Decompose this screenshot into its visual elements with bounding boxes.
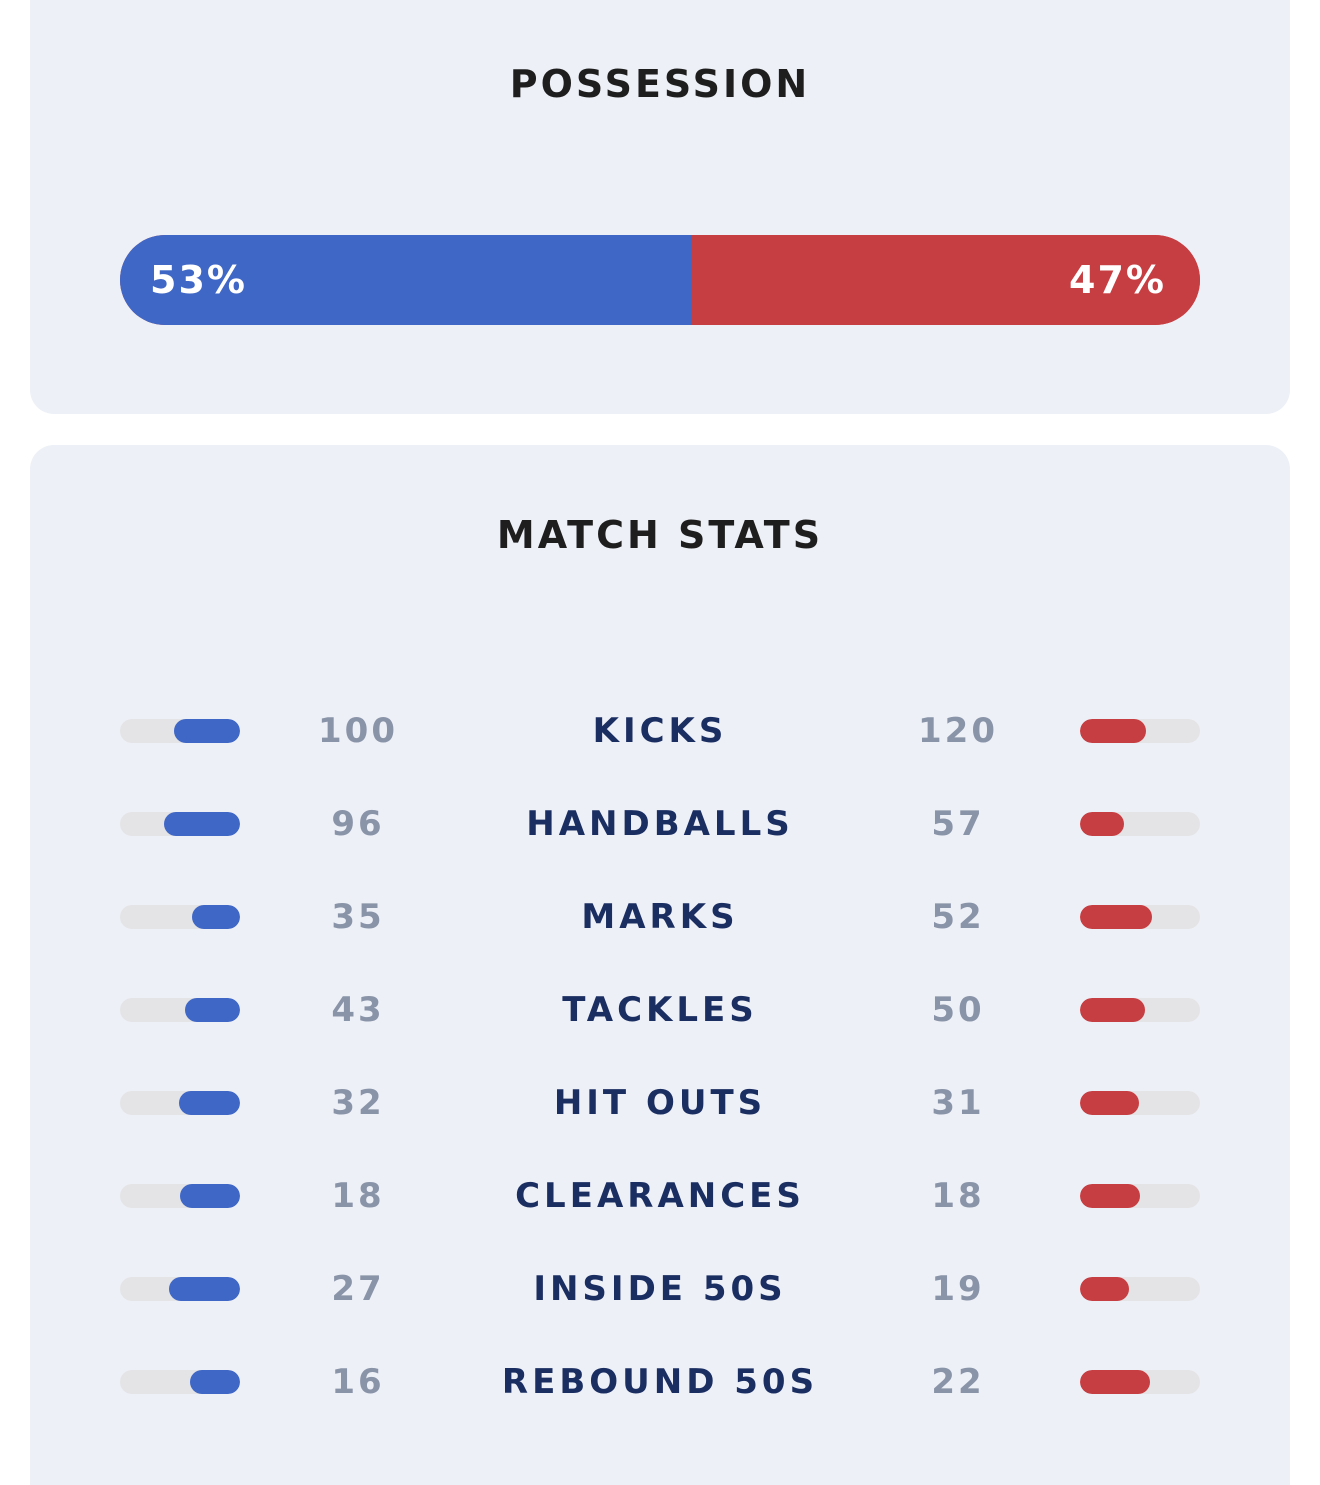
home-stat-bar [120, 812, 240, 836]
stat-row: 43 TACKLES 50 [30, 980, 1290, 1040]
away-stat-value: 50 [931, 990, 985, 1030]
away-stat-bar [1080, 1277, 1200, 1301]
stat-label: REBOUND 50S [501, 1362, 819, 1402]
away-stat-value: 52 [931, 897, 985, 937]
stat-label: CLEARANCES [515, 1176, 805, 1216]
away-stat-bar [1080, 1370, 1200, 1394]
possession-home-label: 53% [150, 258, 247, 302]
away-stat-value: 57 [931, 804, 985, 844]
away-stat-bar-fill [1080, 1277, 1129, 1301]
home-stat-bar-fill [185, 998, 240, 1022]
stat-row: 96 HANDBALLS 57 [30, 794, 1290, 854]
stat-row: 32 HIT OUTS 31 [30, 1073, 1290, 1133]
home-stat-value: 27 [331, 1269, 385, 1309]
home-stat-bar [120, 1370, 240, 1394]
away-stat-value: 19 [931, 1269, 985, 1309]
home-stat-value: 35 [331, 897, 385, 937]
home-stat-bar [120, 1277, 240, 1301]
possession-home-segment: 53% [120, 235, 692, 325]
home-stat-value: 43 [331, 990, 385, 1030]
possession-bar: 53% 47% [120, 235, 1200, 325]
stat-label: MARKS [581, 897, 739, 937]
home-stat-bar-fill [192, 905, 240, 929]
stat-label: HANDBALLS [526, 804, 794, 844]
away-stat-bar [1080, 1091, 1200, 1115]
stat-row: 35 MARKS 52 [30, 887, 1290, 947]
away-stat-bar [1080, 719, 1200, 743]
home-stat-bar [120, 1091, 240, 1115]
home-stat-bar-fill [179, 1091, 240, 1115]
stat-row: 18 CLEARANCES 18 [30, 1166, 1290, 1226]
away-stat-bar [1080, 905, 1200, 929]
home-stat-bar-fill [190, 1370, 240, 1394]
away-stat-bar [1080, 998, 1200, 1022]
home-stat-bar-fill [169, 1277, 240, 1301]
home-stat-bar [120, 998, 240, 1022]
possession-card: POSSESSION 53% 47% [30, 0, 1290, 414]
home-stat-bar [120, 905, 240, 929]
home-stat-value: 96 [331, 804, 385, 844]
away-stat-bar-fill [1080, 812, 1124, 836]
home-stat-bar [120, 1184, 240, 1208]
stat-label: INSIDE 50S [533, 1269, 787, 1309]
away-stat-bar [1080, 812, 1200, 836]
away-stat-bar-fill [1080, 1184, 1140, 1208]
match-stats-card: MATCH STATS 100 KICKS 120 96 HANDBALLS 57 35 MA… [30, 445, 1290, 1485]
stat-label: KICKS [592, 711, 728, 751]
home-stat-bar-fill [180, 1184, 240, 1208]
possession-away-segment: 47% [692, 235, 1200, 325]
stat-row: 100 KICKS 120 [30, 701, 1290, 761]
stat-label: TACKLES [562, 990, 758, 1030]
match-stats-title: MATCH STATS [496, 513, 824, 557]
away-stat-value: 18 [931, 1176, 985, 1216]
home-stat-value: 16 [331, 1362, 385, 1402]
stat-label: HIT OUTS [553, 1083, 767, 1123]
away-stat-bar [1080, 1184, 1200, 1208]
home-stat-value: 100 [318, 711, 398, 751]
away-stat-bar-fill [1080, 1370, 1150, 1394]
home-stat-value: 32 [331, 1083, 385, 1123]
stat-row: 27 INSIDE 50S 19 [30, 1259, 1290, 1319]
away-stat-value: 31 [931, 1083, 985, 1123]
possession-title: POSSESSION [509, 62, 811, 106]
away-stat-value: 22 [931, 1362, 985, 1402]
home-stat-value: 18 [331, 1176, 385, 1216]
stat-row: 16 REBOUND 50S 22 [30, 1352, 1290, 1412]
away-stat-bar-fill [1080, 905, 1152, 929]
home-stat-bar [120, 719, 240, 743]
away-stat-value: 120 [918, 711, 998, 751]
home-stat-bar-fill [164, 812, 240, 836]
away-stat-bar-fill [1080, 998, 1145, 1022]
home-stat-bar-fill [174, 719, 240, 743]
away-stat-bar-fill [1080, 719, 1146, 743]
possession-away-label: 47% [1069, 258, 1166, 302]
away-stat-bar-fill [1080, 1091, 1139, 1115]
